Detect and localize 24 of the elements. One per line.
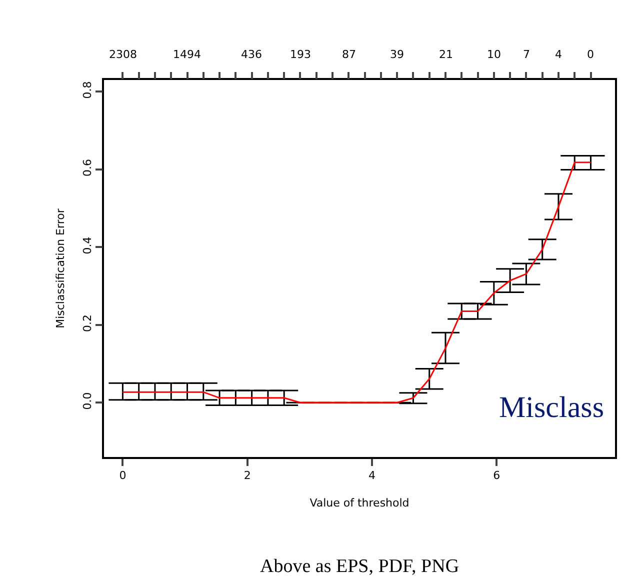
annotation: 1494 bbox=[173, 48, 201, 61]
annotation: 4 bbox=[555, 48, 562, 61]
annotation: 87 bbox=[342, 48, 356, 61]
y-tick-label: 0.2 bbox=[80, 314, 94, 332]
annotation: 193 bbox=[290, 48, 311, 61]
text: Above as EPS, PDF, PNG bbox=[260, 556, 460, 577]
annotation: Misclass bbox=[499, 391, 604, 424]
annotation: 10 bbox=[487, 48, 501, 61]
annotation: 21 bbox=[439, 48, 453, 61]
y-tick-label: 0.4 bbox=[80, 236, 94, 254]
y-tick-label: 0.0 bbox=[80, 392, 94, 410]
y-tick-label: 0.6 bbox=[80, 158, 94, 176]
x-tick-label: 0 bbox=[119, 468, 126, 482]
annotation: 0 bbox=[587, 48, 594, 61]
x-tick-label: 6 bbox=[493, 468, 500, 482]
y-tick-label: 0.8 bbox=[80, 81, 94, 99]
annotation: 7 bbox=[523, 48, 530, 61]
x-tick-label: 4 bbox=[368, 468, 376, 482]
x-tick-label: 2 bbox=[244, 468, 251, 482]
y-axis-title: Misclassification Error bbox=[54, 208, 67, 328]
x-axis-title: Value of threshold bbox=[310, 496, 410, 510]
annotation: 2308 bbox=[109, 48, 137, 61]
annotation: 436 bbox=[241, 48, 262, 61]
annotation: 39 bbox=[390, 48, 404, 61]
